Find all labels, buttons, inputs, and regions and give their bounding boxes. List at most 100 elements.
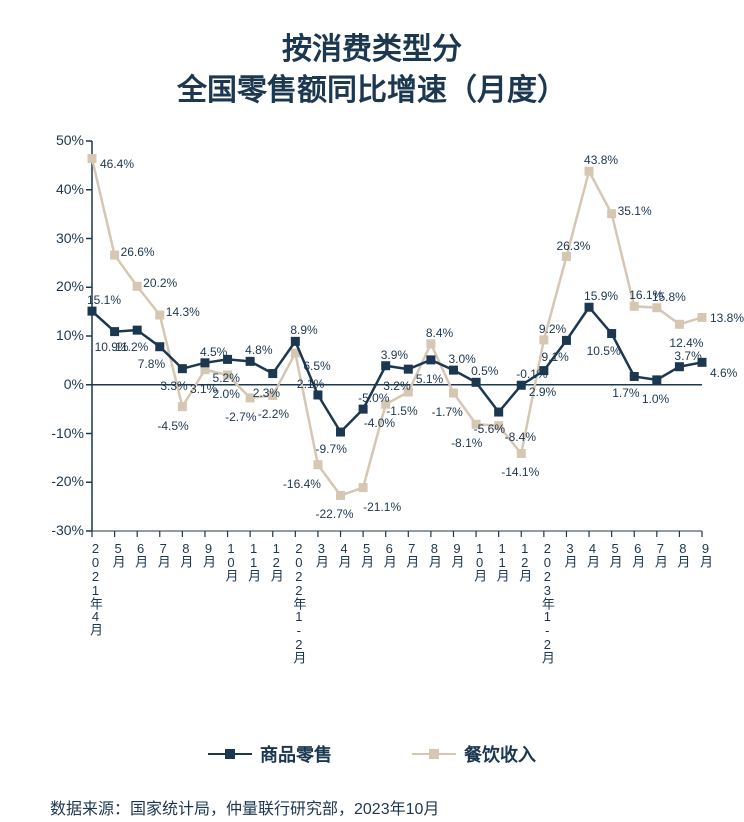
x-tick-label: 8月 [673,541,692,567]
data-label: -22.7% [316,507,354,521]
y-tick-label: 30% [34,230,84,246]
data-label: 35.1% [618,204,652,218]
data-label: 6.5% [303,359,330,373]
data-label: -8.4% [505,430,536,444]
chart-title: 按消费类型分 全国零售额同比增速（月度） [30,30,714,111]
data-label: 15.9% [584,289,618,303]
y-tick-label: 0% [34,376,84,392]
x-tick-label: 11月 [244,541,263,581]
data-label: -4.0% [364,416,395,430]
x-tick-label: 5月 [109,541,128,567]
x-tick-label: 12月 [515,541,534,581]
data-label: 46.4% [100,157,134,171]
x-tick-label: 7月 [154,541,173,567]
x-tick-label: 12月 [267,541,286,581]
x-tick-label: 6月 [131,541,150,567]
legend-item-series2: 餐饮收入 [412,741,536,767]
source-text: 数据来源：国家统计局，仲量联行研究部，2023年10月 [30,795,714,819]
data-label: 13.8% [710,311,744,325]
data-label: 5.2% [213,371,240,385]
x-tick-label: 2021年4月 [86,541,105,635]
page-root: 按消费类型分 全国零售额同比增速（月度） -30%-20%-10%0%10%20… [0,0,744,822]
data-label: -4.5% [157,419,188,433]
x-tick-label: 6月 [628,541,647,567]
y-tick-label: 50% [34,132,84,148]
legend-item-series1: 商品零售 [208,741,332,767]
x-tick-label: 3月 [560,541,579,567]
x-tick-label: 3月 [312,541,331,567]
data-label: 15.1% [87,293,121,307]
x-tick-label: 6月 [380,541,399,567]
data-label: -2.7% [225,410,256,424]
data-label: 5.1% [416,372,443,386]
x-tick-label: 10月 [222,541,241,581]
data-label: 3.2% [383,379,410,393]
data-label: 1.7% [612,386,639,400]
legend-marker-2 [429,749,439,759]
x-tick-label: 10月 [470,541,489,581]
data-label: -21.1% [363,500,401,514]
x-tick-label: 11月 [493,541,512,581]
data-label: -1.5% [386,404,417,418]
data-label: 20.2% [143,276,177,290]
y-tick-label: 40% [34,181,84,197]
legend-marker-1 [225,749,235,759]
data-label: 4.5% [200,345,227,359]
x-tick-label: 8月 [176,541,195,567]
data-label: -8.1% [451,436,482,450]
x-tick-label: 5月 [357,541,376,567]
y-tick-label: -10% [34,425,84,441]
data-label: -5.0% [358,391,389,405]
y-tick-label: -20% [34,473,84,489]
data-label: 7.8% [138,357,165,371]
x-tick-label: 2022年1-2月 [289,541,308,663]
data-label: 26.6% [121,245,155,259]
data-label: -14.1% [501,465,539,479]
x-tick-label: 5月 [606,541,625,567]
x-tick-label: 4月 [583,541,602,567]
x-tick-label: 9月 [199,541,218,567]
x-tick-label: 2023年1-2月 [538,541,557,663]
data-label: -2.2% [258,407,289,421]
x-tick-label: 7月 [402,541,421,567]
data-label: -2.1% [293,377,324,391]
data-label: 10.5% [587,344,621,358]
data-label: 26.3% [556,239,590,253]
data-label: 15.8% [652,290,686,304]
y-tick-label: 20% [34,278,84,294]
legend: 商品零售 餐饮收入 [30,741,714,767]
data-label: 4.8% [245,343,272,357]
data-label: 9.1% [541,350,568,364]
data-label: 9.2% [539,322,566,336]
legend-line-1 [208,753,252,755]
data-label: -9.7% [316,442,347,456]
data-label: -5.6% [474,422,505,436]
data-label: 2.3% [253,386,280,400]
y-tick-label: 10% [34,327,84,343]
legend-label-2: 餐饮收入 [464,741,536,767]
x-tick-label: 8月 [425,541,444,567]
data-label: 3.9% [381,348,408,362]
data-label: 8.4% [426,326,453,340]
data-label: 4.6% [710,366,737,380]
x-tick-label: 7月 [651,541,670,567]
x-tick-label: 4月 [335,541,354,567]
chart-area: -30%-20%-10%0%10%20%30%40%50%2021年4月5月6月… [32,131,712,651]
data-label: 1.0% [642,392,669,406]
data-label: -0.1% [516,367,547,381]
data-label: 3.7% [674,349,701,363]
data-label: 43.8% [584,153,618,167]
data-label: -1.7% [431,405,462,419]
data-label: 11.2% [115,340,148,354]
data-label: 3.3% [160,379,187,393]
legend-line-2 [412,753,456,755]
data-label: -16.4% [283,477,321,491]
data-label: 0.5% [471,364,498,378]
data-label: 2.9% [529,385,556,399]
x-tick-label: 9月 [447,541,466,567]
data-label: 2.0% [213,387,240,401]
legend-label-1: 商品零售 [260,741,332,767]
data-label: 8.9% [290,323,317,337]
x-tick-label: 9月 [696,541,715,567]
data-label: 14.3% [166,305,200,319]
